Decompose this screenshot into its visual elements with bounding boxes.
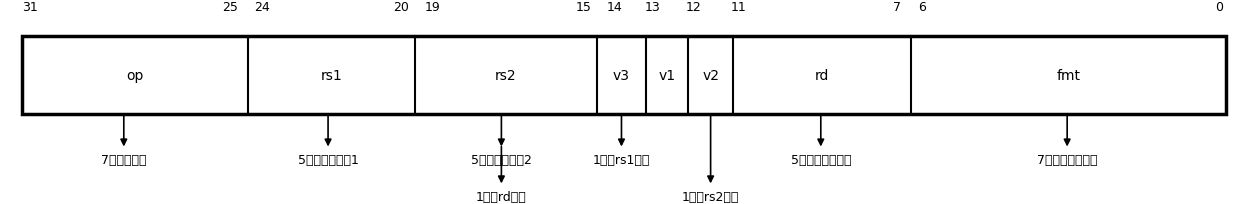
- Text: fmt: fmt: [1056, 69, 1081, 82]
- Text: 5位：源寄存器2: 5位：源寄存器2: [470, 153, 532, 166]
- Text: 5位：目的寄存器: 5位：目的寄存器: [791, 153, 851, 166]
- Text: 1位：rd有效: 1位：rd有效: [477, 190, 526, 203]
- Text: rd: rd: [815, 69, 829, 82]
- Text: 1位：rs1有效: 1位：rs1有效: [593, 153, 650, 166]
- Text: 31: 31: [22, 1, 38, 14]
- Text: 12: 12: [686, 1, 701, 14]
- Text: 5位：源寄存器1: 5位：源寄存器1: [297, 153, 359, 166]
- Bar: [22, 37, 1226, 114]
- Text: v3: v3: [613, 69, 630, 82]
- Text: rs2: rs2: [495, 69, 516, 82]
- Text: 20: 20: [392, 1, 409, 14]
- Text: 15: 15: [576, 1, 592, 14]
- Text: 14: 14: [607, 1, 623, 14]
- Text: 11: 11: [730, 1, 747, 14]
- Text: v2: v2: [702, 69, 719, 82]
- Text: 7位：操作码: 7位：操作码: [102, 153, 146, 166]
- Text: 19: 19: [425, 1, 441, 14]
- Text: 24: 24: [254, 1, 270, 14]
- Text: 25: 25: [222, 1, 238, 14]
- Text: 0: 0: [1216, 1, 1223, 14]
- Text: v1: v1: [659, 69, 676, 82]
- Text: 7: 7: [894, 1, 901, 14]
- Text: 1位：rs2有效: 1位：rs2有效: [682, 190, 739, 203]
- Text: 6: 6: [919, 1, 926, 14]
- Text: op: op: [126, 69, 144, 82]
- Text: 13: 13: [645, 1, 660, 14]
- Text: 7位：扩展指令码: 7位：扩展指令码: [1037, 153, 1097, 166]
- Text: rs1: rs1: [321, 69, 342, 82]
